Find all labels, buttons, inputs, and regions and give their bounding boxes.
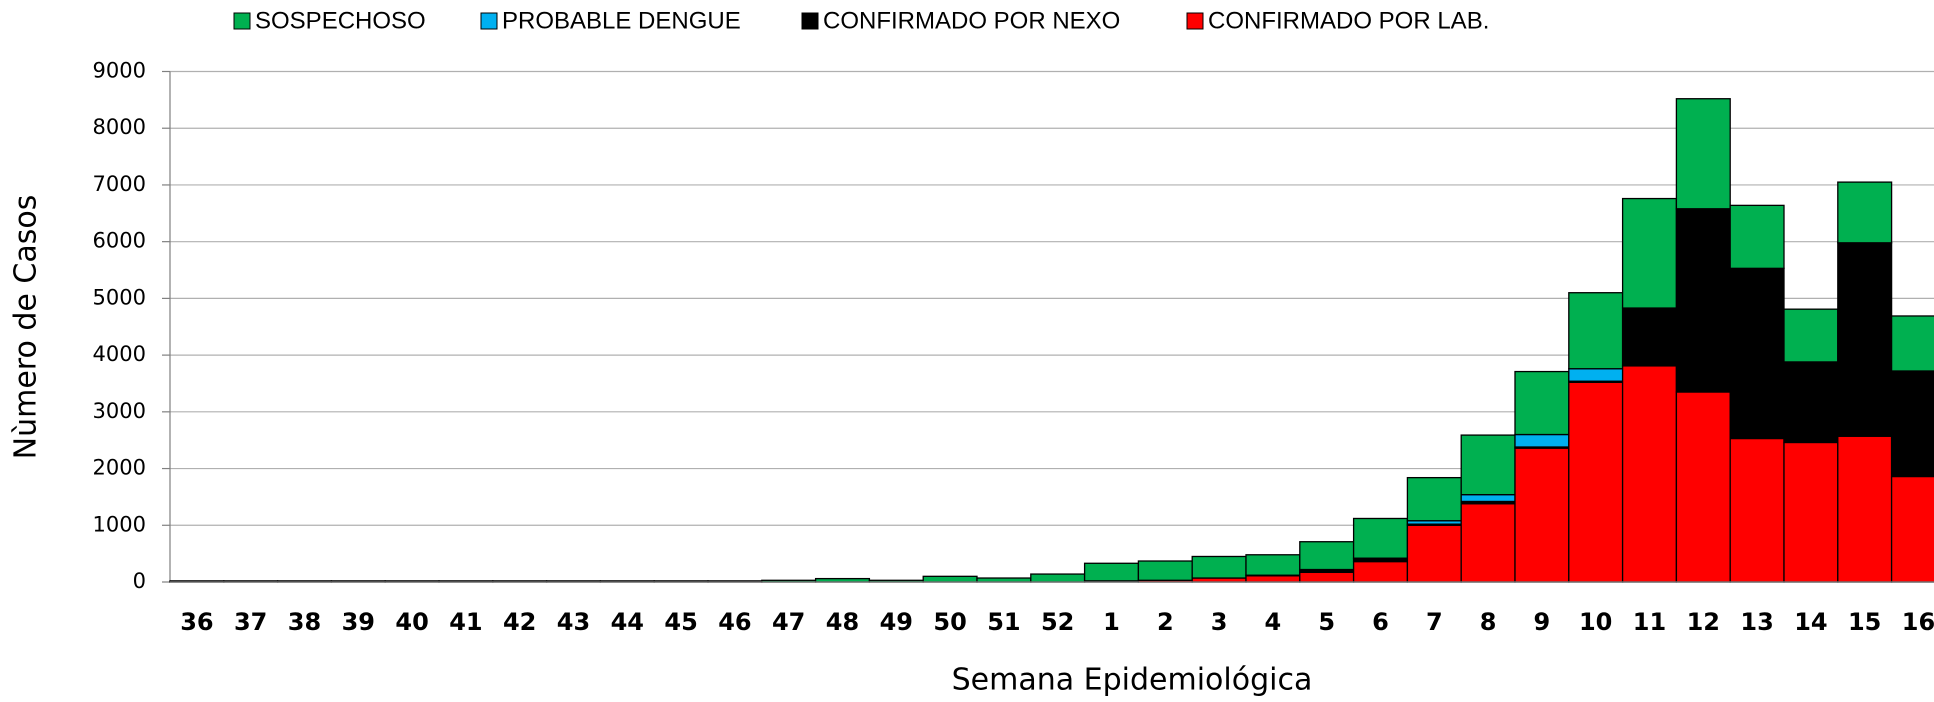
bar-segment: [1837, 242, 1893, 437]
x-tick-label: 12: [1687, 608, 1720, 636]
bar-segment: [1783, 441, 1839, 583]
x-tick-label: 7: [1426, 608, 1443, 636]
bar-segment: [1245, 575, 1301, 583]
x-tick-label: 5: [1318, 608, 1335, 636]
bar-segment: [1406, 476, 1462, 522]
y-axis-title: Nùmero de Casos: [9, 195, 44, 460]
bar-segment: [1783, 308, 1839, 363]
bar-segment: [1890, 370, 1934, 478]
x-tick-label: 4: [1265, 608, 1282, 636]
bar-segment: [1352, 517, 1409, 559]
bar-segment: [1729, 204, 1785, 269]
x-tick-label: 9: [1534, 608, 1551, 636]
bar-segment: [1568, 292, 1624, 370]
y-tick-label: 8000: [93, 115, 146, 139]
x-tick-label: 50: [933, 608, 966, 636]
bar-segment: [1675, 98, 1731, 210]
y-tick-label: 5000: [93, 285, 146, 309]
legend-swatch: [1186, 12, 1204, 30]
bar-segment: [1837, 435, 1893, 583]
x-tick-label: 45: [664, 608, 697, 636]
y-tick-label: 1000: [93, 512, 146, 536]
x-tick-label: 39: [342, 608, 375, 636]
bar-segment: [1568, 368, 1624, 382]
y-tick-label: 2000: [93, 456, 146, 480]
bar-segment: [1299, 541, 1355, 571]
x-tick-label: 2: [1157, 608, 1174, 636]
x-tick-label: 51: [987, 608, 1020, 636]
bar-segment: [1621, 197, 1678, 309]
bar-segment: [1890, 315, 1934, 372]
legend-swatch: [233, 12, 251, 30]
bar-segment: [1783, 361, 1839, 444]
x-tick-label: 8: [1480, 608, 1497, 636]
bar-segment: [1514, 433, 1570, 448]
x-axis-title: Semana Epidemiológica: [952, 663, 1313, 698]
x-tick-label: 16: [1902, 608, 1934, 636]
bar-segment: [1675, 391, 1731, 583]
x-tick-label: 38: [288, 608, 321, 636]
bar-segment: [1675, 208, 1731, 393]
bar-segment: [1460, 434, 1516, 496]
bar-segment: [1030, 573, 1086, 583]
x-tick-label: 36: [180, 608, 213, 636]
bar-segment: [1352, 560, 1409, 583]
bar-segment: [1299, 571, 1355, 583]
y-tick-label: 0: [133, 569, 146, 593]
y-tick-label: 7000: [93, 172, 146, 196]
bar-segment: [1137, 560, 1193, 581]
x-tick-label: 43: [557, 608, 590, 636]
x-tick-label: 52: [1041, 608, 1074, 636]
x-tick-label: 13: [1740, 608, 1773, 636]
x-tick-label: 1: [1103, 608, 1120, 636]
x-tick-label: 40: [395, 608, 428, 636]
y-tick-label: 3000: [93, 399, 146, 423]
x-tick-label: 44: [611, 608, 644, 636]
bar-segment: [1568, 381, 1624, 583]
x-tick-label: 6: [1372, 608, 1389, 636]
x-tick-label: 41: [449, 608, 482, 636]
bar-segment: [1514, 370, 1570, 436]
x-tick-label: 3: [1211, 608, 1228, 636]
x-tick-label: 37: [234, 608, 267, 636]
bar-segment: [922, 575, 978, 583]
y-tick-label: 9000: [93, 59, 146, 83]
x-tick-label: 15: [1848, 608, 1881, 636]
bar-segment: [1460, 493, 1516, 503]
y-tick-label: 4000: [93, 342, 146, 366]
legend-swatch: [480, 12, 498, 30]
x-tick-label: 14: [1794, 608, 1827, 636]
bar-segment: [1837, 181, 1893, 244]
bar-segment: [1083, 562, 1140, 582]
legend-label: SOSPECHOSO: [255, 7, 426, 34]
bar-segment: [1621, 307, 1678, 367]
bar-segment: [1621, 365, 1678, 583]
y-tick-label: 6000: [93, 229, 146, 253]
x-tick-label: 46: [718, 608, 751, 636]
bar-segment: [1729, 437, 1785, 583]
x-tick-label: 49: [880, 608, 913, 636]
legend-swatch: [801, 12, 819, 30]
bar-segment: [1406, 524, 1462, 583]
legend-label: CONFIRMADO POR LAB.: [1208, 7, 1489, 34]
x-tick-label: 47: [772, 608, 805, 636]
legend-label: PROBABLE DENGUE: [502, 7, 741, 34]
bar-segment: [1514, 447, 1570, 583]
bar-segment: [1890, 475, 1934, 583]
x-tick-label: 11: [1633, 608, 1666, 636]
x-tick-label: 10: [1579, 608, 1612, 636]
legend-label: CONFIRMADO POR NEXO: [823, 7, 1120, 34]
x-tick-label: 42: [503, 608, 536, 636]
bar-segment: [1191, 555, 1247, 579]
bar-segment: [1460, 503, 1516, 583]
x-tick-label: 48: [826, 608, 859, 636]
bar-segment: [1729, 267, 1785, 440]
bar-segment: [1245, 554, 1301, 576]
